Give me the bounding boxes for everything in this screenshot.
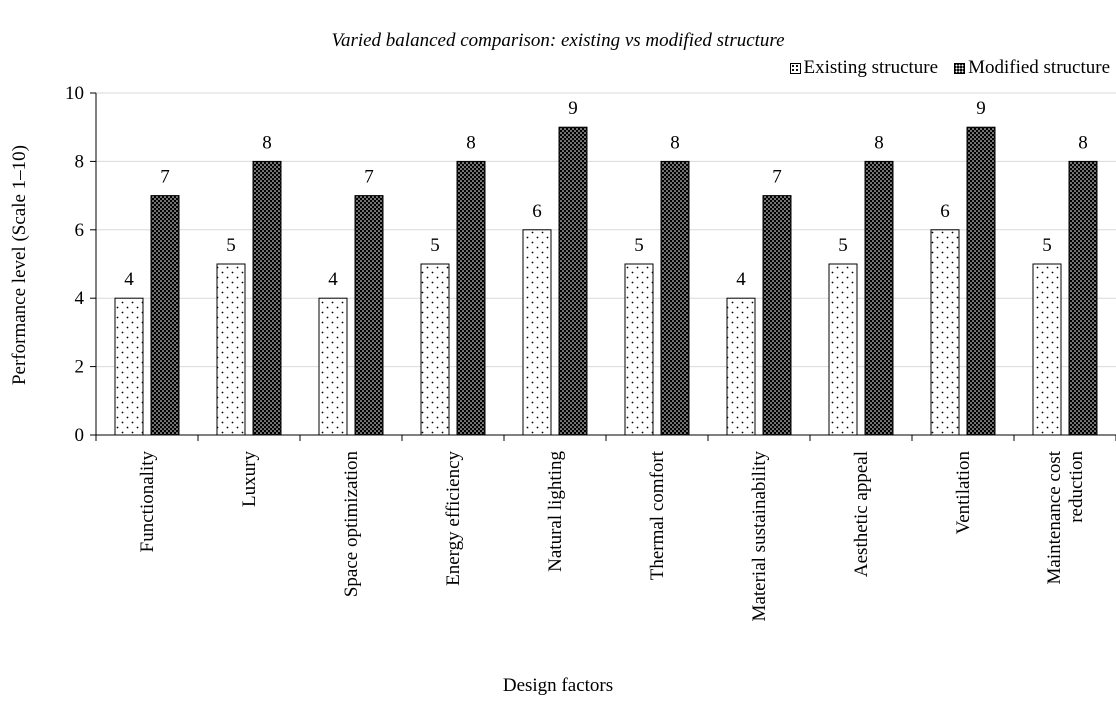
legend-item-existing: Existing structure <box>789 57 939 79</box>
legend-item-modified: Modified structure <box>954 57 1110 79</box>
bar-existing <box>828 263 858 436</box>
bar-existing <box>420 263 450 436</box>
legend-label-modified: Modified structure <box>968 57 1110 78</box>
data-label-modified: 8 <box>874 132 884 153</box>
data-label-existing: 5 <box>634 235 644 256</box>
data-label-modified: 9 <box>568 98 578 119</box>
bar-existing <box>216 263 246 436</box>
data-label-existing: 4 <box>328 269 338 290</box>
data-label-existing: 5 <box>430 235 440 256</box>
legend-label-existing: Existing structure <box>803 57 939 78</box>
x-tick-label-group: Material sustainability <box>749 451 770 622</box>
data-label-modified: 7 <box>364 167 374 188</box>
data-label-modified: 8 <box>262 132 272 153</box>
x-tick-label: Ventilation <box>953 451 974 535</box>
data-label-existing: 5 <box>226 235 236 256</box>
bar-existing <box>930 229 960 436</box>
data-label-existing: 6 <box>940 201 950 222</box>
bar-modified <box>864 160 894 436</box>
x-tick-label-group: Luxury <box>239 451 260 507</box>
bars <box>114 126 1098 436</box>
data-label-modified: 8 <box>466 132 476 153</box>
data-label-existing: 4 <box>736 269 746 290</box>
y-tick-label: 4 <box>75 288 85 309</box>
x-tick-label: Functionality <box>137 451 158 553</box>
y-tick-label: 8 <box>75 151 85 172</box>
x-tick-label-group: Functionality <box>137 451 158 553</box>
y-tick-labels: 0 2 4 6 8 10 <box>65 83 85 446</box>
x-tick-label-group: Ventilation <box>953 451 974 535</box>
data-label-existing: 5 <box>838 235 848 256</box>
x-tick-label-group: Space optimization <box>341 451 362 598</box>
chart-title: Varied balanced comparison: existing vs … <box>331 30 785 51</box>
bar-modified <box>252 160 282 436</box>
bar-modified <box>762 195 792 436</box>
data-labels: 4 7 5 8 4 7 5 8 6 9 5 8 4 7 5 8 6 9 5 8 <box>124 98 1088 290</box>
data-label-existing: 4 <box>124 269 134 290</box>
x-tick-label: Energy efficiency <box>443 451 464 586</box>
x-tick-labels: Functionality Luxury Space optimization Ene… <box>137 450 1087 621</box>
data-label-modified: 8 <box>1078 132 1088 153</box>
gridlines <box>96 92 1116 368</box>
bar-existing <box>726 297 756 436</box>
x-tick-label-group: Energy efficiency <box>443 451 464 586</box>
x-tick-label: Thermal comfort <box>647 450 668 580</box>
legend-swatch-modified <box>954 62 966 74</box>
x-tick-label-group: Thermal comfort <box>647 450 668 580</box>
y-tick-label: 2 <box>75 357 85 378</box>
bar-modified <box>558 126 588 436</box>
x-axis-title: Design factors <box>502 675 614 696</box>
y-tick-label: 0 <box>75 425 85 446</box>
bar-existing <box>318 297 348 436</box>
data-label-modified: 8 <box>670 132 680 153</box>
x-tick-label: Material sustainability <box>749 451 770 622</box>
x-tick-label: Maintenance cost <box>1044 450 1065 584</box>
x-tick-label: Aesthetic appeal <box>851 451 872 577</box>
x-tick-label-group: Maintenance cost reduction <box>1044 450 1087 584</box>
legend: Existing structure Modified structure <box>789 57 1110 79</box>
y-tick-label: 10 <box>65 83 84 104</box>
bar-existing <box>522 229 552 436</box>
bar-modified <box>1068 160 1098 436</box>
data-label-existing: 5 <box>1042 235 1052 256</box>
x-tick-label: Luxury <box>239 451 260 507</box>
bar-modified <box>966 126 996 436</box>
bar-modified <box>660 160 690 436</box>
data-label-modified: 7 <box>160 167 170 188</box>
x-tick-label-group: Aesthetic appeal <box>851 451 872 577</box>
bar-modified <box>456 160 486 436</box>
x-tick-label: Space optimization <box>341 451 362 598</box>
data-label-existing: 6 <box>532 201 542 222</box>
bar-modified <box>150 195 180 436</box>
y-tick-label: 6 <box>75 220 85 241</box>
y-axis-title: Performance level (Scale 1–10) <box>9 144 30 386</box>
x-tick-label: Natural lighting <box>545 451 566 572</box>
data-label-modified: 9 <box>976 98 986 119</box>
bar-existing <box>624 263 654 436</box>
data-label-modified: 7 <box>772 167 782 188</box>
bar-existing <box>1032 263 1062 436</box>
bar-modified <box>354 195 384 436</box>
x-tick-label: reduction <box>1066 451 1087 523</box>
legend-swatch-existing <box>789 62 801 74</box>
x-tick-label-group: Natural lighting <box>545 451 566 572</box>
bar-existing <box>114 297 144 436</box>
